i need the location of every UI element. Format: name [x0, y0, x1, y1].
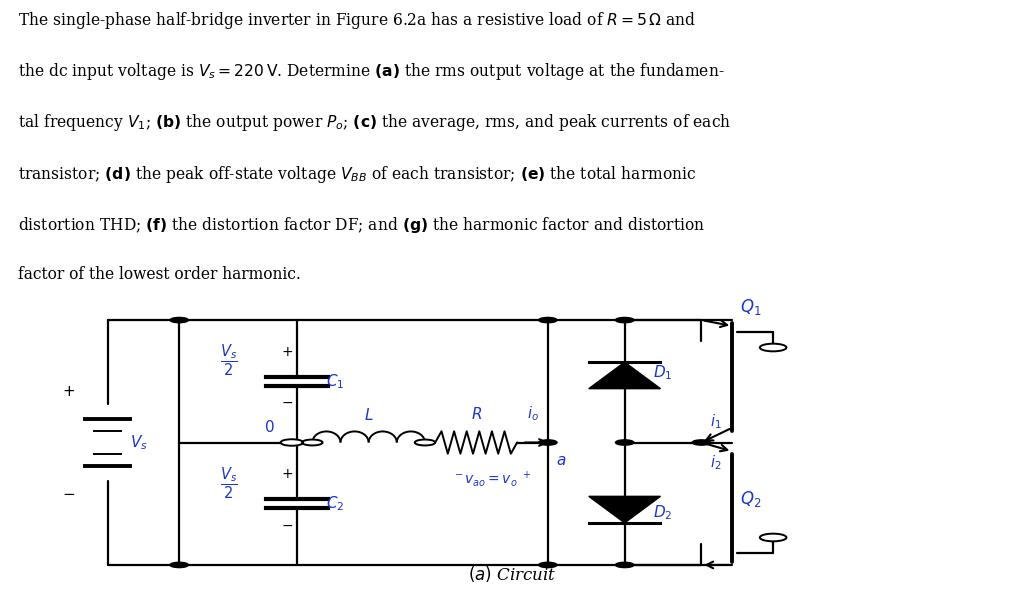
- Text: $(a)$ Circuit: $(a)$ Circuit: [468, 564, 556, 584]
- Text: The single-phase half-bridge inverter in Figure 6.2a has a resistive load of $R : The single-phase half-bridge inverter in…: [18, 10, 697, 31]
- Circle shape: [760, 533, 786, 542]
- Circle shape: [760, 343, 786, 352]
- Text: tal frequency $V_1$; $\mathbf{(b)}$ the output power $P_o$; $\mathbf{(c)}$ the a: tal frequency $V_1$; $\mathbf{(b)}$ the …: [18, 112, 732, 133]
- Circle shape: [302, 440, 323, 445]
- Circle shape: [415, 440, 435, 445]
- Text: $+$: $+$: [281, 467, 293, 481]
- Text: $+$: $+$: [281, 345, 293, 359]
- Text: the dc input voltage is $V_s = 220\,\mathrm{V}$. Determine $\mathbf{(a)}$ the rm: the dc input voltage is $V_s = 220\,\mat…: [18, 61, 725, 82]
- Text: $0$: $0$: [264, 419, 274, 435]
- Text: $-$: $-$: [62, 486, 75, 500]
- Text: factor of the lowest order harmonic.: factor of the lowest order harmonic.: [18, 266, 301, 283]
- Text: $C_1$: $C_1$: [326, 372, 344, 391]
- Text: $R$: $R$: [471, 406, 481, 422]
- Circle shape: [692, 440, 711, 445]
- Circle shape: [539, 440, 557, 445]
- Polygon shape: [589, 362, 660, 389]
- Circle shape: [281, 439, 303, 446]
- Polygon shape: [589, 496, 660, 523]
- Circle shape: [615, 562, 634, 568]
- Text: $i_o$: $i_o$: [526, 405, 539, 424]
- Text: $i_2$: $i_2$: [710, 454, 721, 473]
- Circle shape: [539, 562, 557, 568]
- Text: transistor; $\mathbf{(d)}$ the peak off-state voltage $V_{BB}$ of each transisto: transistor; $\mathbf{(d)}$ the peak off-…: [18, 163, 697, 185]
- Text: $V_s$: $V_s$: [130, 433, 147, 452]
- Text: $a$: $a$: [556, 454, 566, 468]
- Circle shape: [170, 562, 188, 568]
- Text: distortion THD; $\mathbf{(f)}$ the distortion factor DF; and $\mathbf{(g)}$ the : distortion THD; $\mathbf{(f)}$ the disto…: [18, 215, 706, 235]
- Circle shape: [170, 317, 188, 323]
- Circle shape: [615, 317, 634, 323]
- Text: $D_1$: $D_1$: [653, 363, 673, 382]
- Text: $^-v_{ao} = v_o\;^+$: $^-v_{ao} = v_o\;^+$: [452, 469, 531, 489]
- Text: $C_2$: $C_2$: [326, 494, 344, 513]
- Circle shape: [615, 440, 634, 445]
- Text: $-$: $-$: [281, 517, 293, 532]
- Circle shape: [539, 317, 557, 323]
- Text: $Q_1$: $Q_1$: [740, 297, 762, 317]
- Text: $L$: $L$: [364, 407, 374, 424]
- Text: $\dfrac{V_s}{2}$: $\dfrac{V_s}{2}$: [220, 466, 238, 501]
- Text: $Q_2$: $Q_2$: [740, 489, 762, 509]
- Text: $-$: $-$: [281, 395, 293, 409]
- Text: $+$: $+$: [62, 385, 75, 399]
- Text: $D_2$: $D_2$: [653, 503, 673, 522]
- Text: $i_1$: $i_1$: [710, 412, 721, 431]
- Text: $\dfrac{V_s}{2}$: $\dfrac{V_s}{2}$: [220, 343, 238, 378]
